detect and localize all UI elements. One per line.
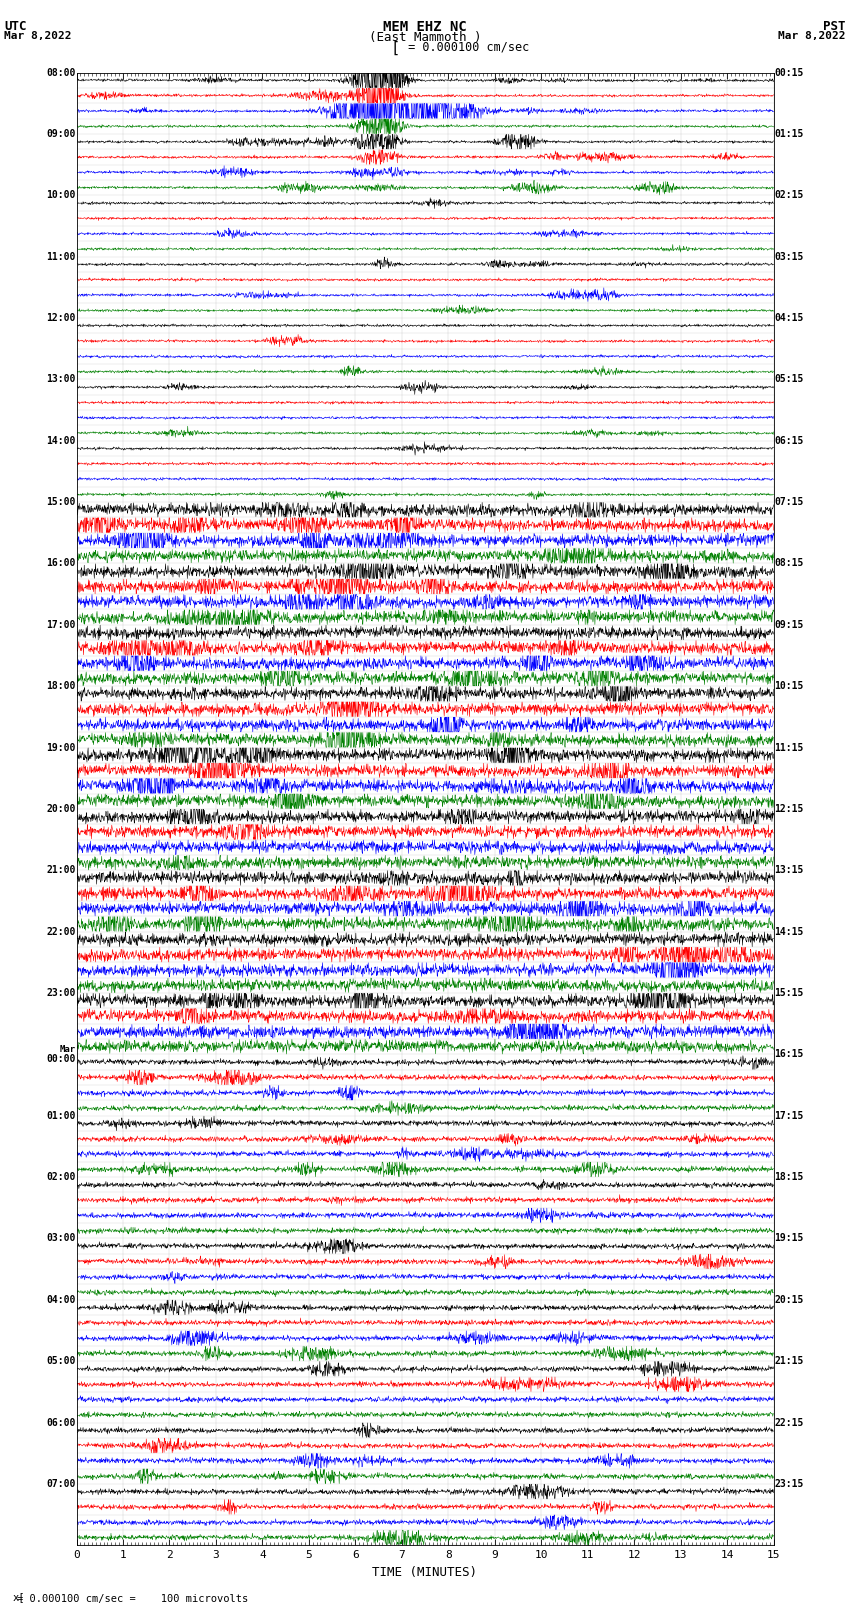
Text: 17:15: 17:15 — [774, 1111, 803, 1121]
Text: 23:00: 23:00 — [47, 989, 76, 998]
Text: 11:15: 11:15 — [774, 742, 803, 753]
Text: 18:00: 18:00 — [47, 681, 76, 692]
Text: 19:15: 19:15 — [774, 1234, 803, 1244]
Text: 00:00: 00:00 — [47, 1055, 76, 1065]
Text: PST: PST — [824, 19, 846, 34]
Text: 16:15: 16:15 — [774, 1050, 803, 1060]
Text: 03:15: 03:15 — [774, 252, 803, 261]
Text: 17:00: 17:00 — [47, 619, 76, 629]
Text: 18:15: 18:15 — [774, 1173, 803, 1182]
Text: 12:15: 12:15 — [774, 803, 803, 815]
Text: 07:00: 07:00 — [47, 1479, 76, 1489]
Text: 22:15: 22:15 — [774, 1418, 803, 1428]
Text: 21:15: 21:15 — [774, 1357, 803, 1366]
Text: 06:15: 06:15 — [774, 436, 803, 445]
Text: = 0.000100 cm/sec =    100 microvolts: = 0.000100 cm/sec = 100 microvolts — [17, 1594, 248, 1603]
Text: 00:15: 00:15 — [774, 68, 803, 77]
Text: 21:00: 21:00 — [47, 865, 76, 876]
Text: 20:15: 20:15 — [774, 1295, 803, 1305]
Text: 05:15: 05:15 — [774, 374, 803, 384]
Text: 13:15: 13:15 — [774, 865, 803, 876]
Text: = 0.000100 cm/sec: = 0.000100 cm/sec — [401, 40, 530, 53]
Text: 13:00: 13:00 — [47, 374, 76, 384]
Text: 01:15: 01:15 — [774, 129, 803, 139]
Text: 16:00: 16:00 — [47, 558, 76, 568]
Text: 04:00: 04:00 — [47, 1295, 76, 1305]
Text: 09:15: 09:15 — [774, 619, 803, 629]
Text: MEM EHZ NC: MEM EHZ NC — [383, 19, 467, 34]
Text: 20:00: 20:00 — [47, 803, 76, 815]
Text: 22:00: 22:00 — [47, 926, 76, 937]
Text: 10:00: 10:00 — [47, 190, 76, 200]
Text: (East Mammoth ): (East Mammoth ) — [369, 31, 481, 44]
Text: 11:00: 11:00 — [47, 252, 76, 261]
Text: 02:00: 02:00 — [47, 1173, 76, 1182]
X-axis label: TIME (MINUTES): TIME (MINUTES) — [372, 1566, 478, 1579]
Text: Mar 8,2022: Mar 8,2022 — [4, 31, 71, 40]
Text: 07:15: 07:15 — [774, 497, 803, 506]
Text: UTC: UTC — [4, 19, 26, 34]
Text: 23:15: 23:15 — [774, 1479, 803, 1489]
Text: x[: x[ — [13, 1592, 26, 1602]
Text: 04:15: 04:15 — [774, 313, 803, 323]
Text: 12:00: 12:00 — [47, 313, 76, 323]
Text: 08:00: 08:00 — [47, 68, 76, 77]
Text: Mar 8,2022: Mar 8,2022 — [779, 31, 846, 40]
Text: 14:00: 14:00 — [47, 436, 76, 445]
Text: 15:15: 15:15 — [774, 989, 803, 998]
Text: 10:15: 10:15 — [774, 681, 803, 692]
Text: 19:00: 19:00 — [47, 742, 76, 753]
Text: 15:00: 15:00 — [47, 497, 76, 506]
Text: 01:00: 01:00 — [47, 1111, 76, 1121]
Text: 14:15: 14:15 — [774, 926, 803, 937]
Text: 03:00: 03:00 — [47, 1234, 76, 1244]
Text: [: [ — [390, 40, 400, 55]
Text: 02:15: 02:15 — [774, 190, 803, 200]
Text: 05:00: 05:00 — [47, 1357, 76, 1366]
Text: 06:00: 06:00 — [47, 1418, 76, 1428]
Text: 09:00: 09:00 — [47, 129, 76, 139]
Text: 08:15: 08:15 — [774, 558, 803, 568]
Text: Mar: Mar — [60, 1045, 76, 1055]
